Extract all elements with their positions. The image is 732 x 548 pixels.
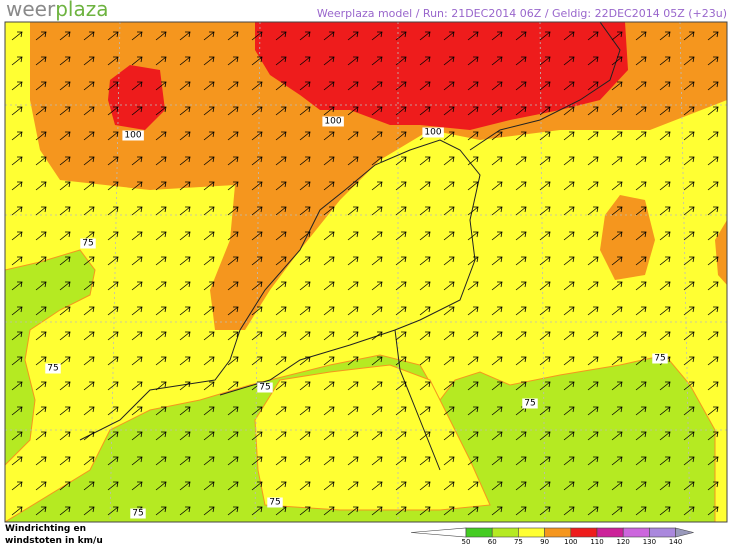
contour-label-box	[322, 116, 344, 127]
scale-swatch	[596, 527, 624, 538]
logo-part: plaza	[55, 0, 108, 21]
contour-label: 75	[132, 509, 143, 519]
scale-start	[410, 527, 467, 538]
contour-label: 75	[524, 399, 535, 409]
contour-label-box	[122, 130, 144, 141]
contour-label-box	[652, 353, 668, 364]
contour-label-box	[130, 508, 146, 519]
scale-swatch	[465, 527, 493, 538]
wind-arrows	[5, 22, 727, 522]
contour-label: 100	[124, 131, 141, 141]
logo-part: weer	[6, 0, 56, 21]
scale-label: 75	[514, 538, 523, 546]
map-frame	[4, 21, 728, 523]
scale-swatch	[649, 527, 676, 538]
scale-end	[675, 527, 694, 538]
legend-title: Windrichting en	[5, 524, 86, 534]
contour-label-box	[267, 497, 283, 508]
scale-swatch	[544, 527, 572, 538]
scale-swatch	[491, 527, 519, 538]
scale-label: 120	[617, 538, 630, 546]
scale-swatch	[518, 527, 545, 538]
scale-swatch	[622, 527, 650, 538]
scale-swatch	[570, 527, 598, 538]
contour-label: 75	[82, 239, 93, 249]
contour-label-box	[522, 398, 538, 409]
contour-label-box	[257, 382, 273, 393]
contour-label: 100	[324, 117, 341, 127]
contour-label-box	[80, 238, 96, 249]
scale-label: 110	[590, 538, 603, 546]
legend-title: windstoten in km/u	[5, 536, 103, 546]
color-scale: 50 60 75 90 100 110 120 130 140	[410, 527, 694, 546]
scale-label: 100	[564, 538, 577, 546]
logo: weerplaza	[6, 0, 108, 21]
map	[5, 22, 727, 522]
contour-label: 75	[259, 383, 270, 393]
scale-label: 60	[488, 538, 497, 546]
run-info: Weerplaza model / Run: 21DEC2014 06Z / G…	[317, 7, 727, 20]
contour-label: 75	[654, 354, 665, 364]
contour-label: 75	[47, 364, 58, 374]
contour-label: 100	[424, 128, 441, 138]
scale-label: 90	[540, 538, 549, 546]
contour-label-box	[422, 127, 444, 138]
scale-label: 140	[669, 538, 682, 546]
contour-label-box	[45, 363, 61, 374]
contour-label: 75	[269, 498, 280, 508]
contour-labels: 100 100 100 75 75 75 75 75 75 75	[45, 116, 668, 519]
scale-label: 50	[462, 538, 471, 546]
scale-label: 130	[643, 538, 656, 546]
